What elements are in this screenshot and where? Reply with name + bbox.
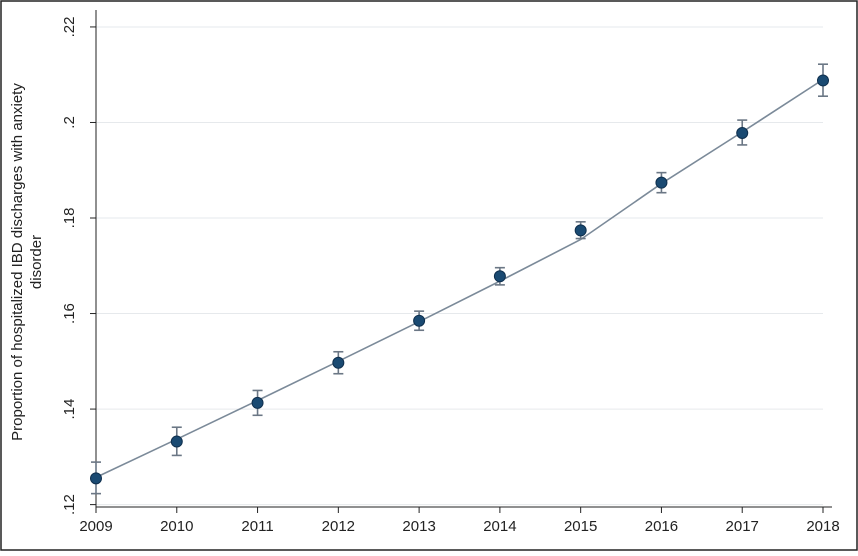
y-tick-label-0: .12 <box>61 494 78 515</box>
y-axis-label-line-1: Proportion of hospitalized IBD discharge… <box>9 83 26 441</box>
y-tick-label-5: .22 <box>61 17 78 38</box>
fitted-line <box>95 78 824 479</box>
y-tick-label-1: .14 <box>61 399 78 420</box>
data-point-4 <box>413 314 426 327</box>
y-axis-label-line-2: disorder <box>28 235 45 289</box>
data-point-5 <box>493 270 506 283</box>
x-tick-label-8: 2017 <box>726 518 759 535</box>
data-point-1 <box>170 435 183 448</box>
x-tick-label-6: 2015 <box>564 518 597 535</box>
grid <box>96 26 823 506</box>
axes <box>95 10 832 508</box>
y-tick-label-3: .18 <box>61 208 78 229</box>
x-tick-label-7: 2016 <box>645 518 678 535</box>
x-tick-label-4: 2013 <box>402 518 435 535</box>
x-tick-label-5: 2014 <box>483 518 516 535</box>
data-point-6 <box>574 224 587 237</box>
x-tick-label-2: 2011 <box>241 518 273 535</box>
y-tick-label-2: .16 <box>61 303 78 324</box>
data-point-3 <box>332 356 345 369</box>
data-point-7 <box>655 176 668 189</box>
y-tick-label-4: .2 <box>61 116 78 129</box>
data-point-0 <box>90 472 102 485</box>
data-point-9 <box>817 74 829 87</box>
x-tick-label-3: 2012 <box>322 518 355 535</box>
x-tick-label-9: 2018 <box>806 518 839 535</box>
data-point-8 <box>736 126 749 139</box>
fitted-line-layer <box>95 78 824 479</box>
data-points <box>90 74 829 485</box>
x-tick-label-0: 2009 <box>79 518 112 535</box>
x-tick-label-1: 2010 <box>160 518 193 535</box>
data-point-2 <box>251 396 264 409</box>
x-axis-ticks: 2009 2010 2011 2012 2013 2014 2015 2016 2017 2018 <box>79 507 840 535</box>
y-axis-ticks: .12 .14 .16 .18 .2 .22 <box>61 17 96 515</box>
